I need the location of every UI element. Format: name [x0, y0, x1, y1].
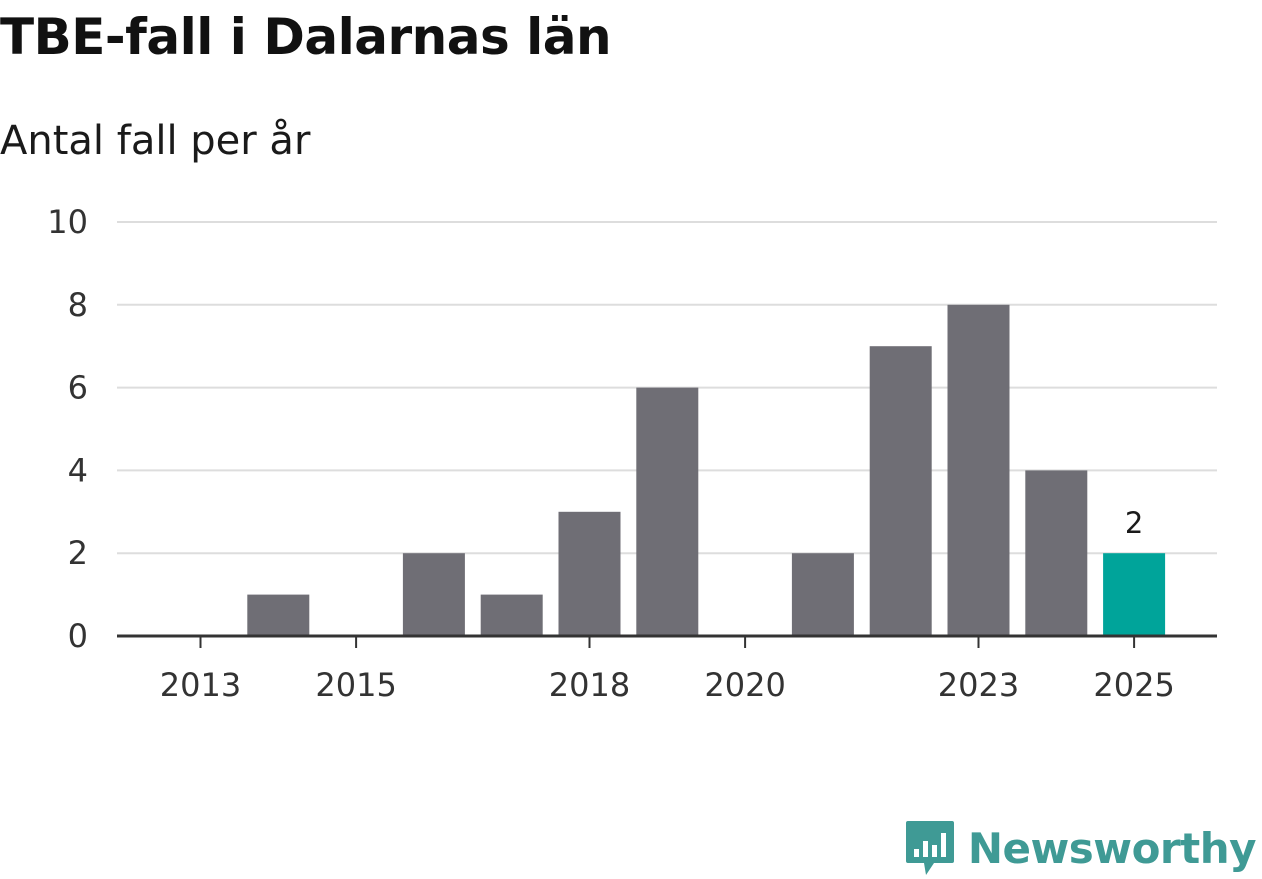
y-tick-label-2: 2 — [68, 534, 88, 572]
y-tick-label-8: 8 — [68, 286, 88, 324]
newsworthy-brand: Newsworthy — [904, 819, 1257, 877]
y-tick-label-4: 4 — [68, 451, 88, 489]
bar-2023 — [947, 304, 1010, 636]
bar-2024 — [1025, 470, 1088, 636]
x-tick-label-2015: 2015 — [315, 666, 396, 704]
x-tick-label-2025: 2025 — [1093, 666, 1174, 704]
bar-chart: 0 2 4 6 8 10 2013 2015 2018 2020 2023 2025 2 — [47, 203, 1217, 704]
y-tick-label-10: 10 — [47, 203, 88, 241]
bar-2018 — [558, 511, 621, 636]
bars — [247, 304, 1166, 636]
bar-2016 — [402, 553, 465, 636]
y-tick-label-0: 0 — [68, 617, 88, 655]
chart-title: TBE-fall i Dalarnas län — [0, 8, 612, 66]
y-tick-label-6: 6 — [68, 369, 88, 407]
bar-2017 — [480, 594, 543, 636]
chart-subtitle: Antal fall per år — [0, 118, 311, 164]
x-tick-label-2013: 2013 — [160, 666, 241, 704]
newsworthy-logo-icon — [905, 821, 954, 875]
x-axis-ticks: 2013 2015 2018 2020 2023 2025 — [160, 636, 1175, 704]
data-labels: 2 — [1125, 506, 1143, 540]
bar-2021 — [791, 553, 854, 636]
x-tick-label-2018: 2018 — [549, 666, 630, 704]
y-axis-ticks: 0 2 4 6 8 10 — [47, 203, 88, 655]
bar-2025 — [1103, 553, 1166, 636]
bar-2022 — [869, 346, 932, 636]
brand-name: Newsworthy — [967, 823, 1257, 873]
x-tick-label-2023: 2023 — [938, 666, 1019, 704]
bar-2019 — [636, 387, 699, 636]
x-tick-label-2020: 2020 — [704, 666, 785, 704]
data-label-2025: 2 — [1125, 506, 1143, 540]
bar-2014 — [247, 594, 310, 636]
